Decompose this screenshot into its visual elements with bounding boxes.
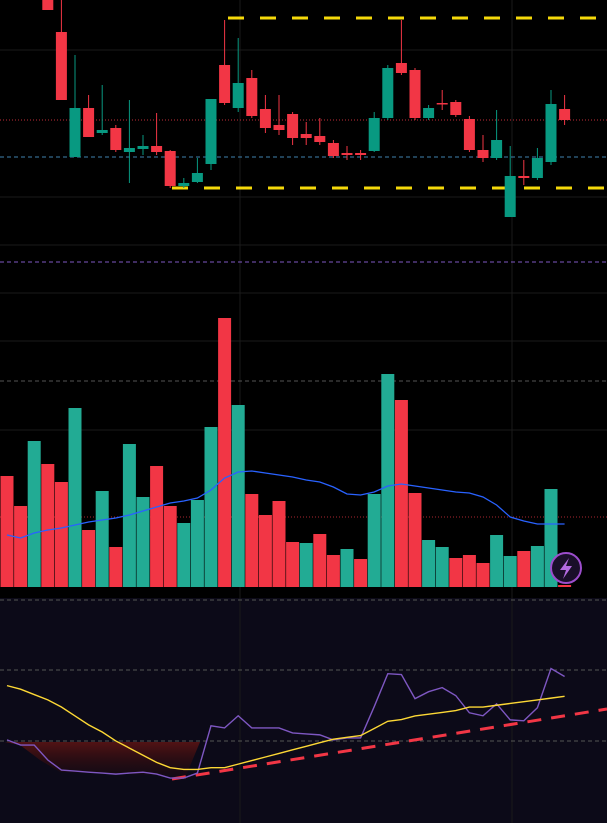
- candle-body: [382, 68, 394, 118]
- candle-body: [409, 70, 421, 118]
- volume-bar: [272, 501, 286, 587]
- levels: [0, 16, 607, 781]
- candle-body: [83, 108, 95, 137]
- volume-bar: [381, 374, 395, 587]
- candle-body: [545, 104, 557, 162]
- volume-bar: [394, 400, 408, 587]
- volume-bar: [82, 530, 96, 587]
- volume-bar: [313, 534, 327, 587]
- volume-bar: [41, 464, 55, 587]
- volume-bar: [68, 408, 82, 587]
- volume-bar: [54, 482, 68, 587]
- candle-body: [232, 83, 244, 108]
- candle-body: [491, 140, 503, 158]
- candle-body: [559, 109, 571, 120]
- volume-bar: [95, 491, 109, 587]
- volume-bar: [558, 585, 572, 587]
- volume-bar: [462, 555, 476, 587]
- alert-bolt: [560, 558, 572, 579]
- candle-body: [395, 63, 407, 73]
- candle-body: [151, 146, 163, 152]
- oversold-fill: [5, 742, 200, 778]
- candle-body: [368, 118, 380, 151]
- volume-bar: [408, 493, 422, 587]
- volume-bar: [286, 542, 300, 587]
- candle-body: [327, 143, 339, 156]
- candle-body: [259, 109, 271, 128]
- volume-bar: [326, 555, 340, 587]
- volume-bar: [109, 547, 123, 587]
- volume-bar: [435, 547, 449, 587]
- volume-bar: [177, 523, 191, 587]
- candle-body: [110, 128, 122, 150]
- alert-button[interactable]: [550, 552, 582, 584]
- candle-body: [137, 146, 149, 149]
- candle-body: [531, 158, 543, 178]
- candle-body: [205, 99, 217, 164]
- volume-bar: [204, 427, 218, 587]
- indicator-line: [6, 684, 565, 771]
- candle-body: [423, 108, 435, 118]
- volume-bar: [476, 563, 490, 587]
- volume-bar: [530, 546, 544, 587]
- volume-bar: [490, 535, 504, 587]
- volume-bar: [218, 318, 232, 587]
- volume-bar: [245, 494, 259, 587]
- volume-bar: [150, 466, 164, 587]
- candle-body: [287, 114, 299, 138]
- volume-bar: [517, 551, 531, 587]
- volume-bar: [422, 540, 436, 587]
- candle-body: [219, 65, 231, 103]
- volume-bar: [163, 506, 177, 587]
- candle-body: [504, 176, 516, 217]
- volume-bar: [190, 500, 204, 587]
- candle-body: [314, 136, 326, 142]
- candle-body: [450, 102, 462, 115]
- indicator-line: [6, 667, 565, 779]
- candle-body: [246, 78, 258, 116]
- volume-bar: [367, 494, 381, 587]
- volume-average: [6, 470, 565, 539]
- volume-bar: [258, 515, 272, 587]
- candle-body: [355, 153, 367, 155]
- candle-body: [463, 119, 475, 150]
- candle-body: [477, 150, 489, 158]
- candle-body: [300, 134, 312, 138]
- candle-body: [123, 148, 135, 152]
- candle-body: [164, 151, 176, 186]
- volume-bar: [340, 549, 354, 587]
- volume-bar: [231, 405, 245, 587]
- volume-bar: [14, 506, 28, 587]
- volume-bar: [299, 543, 313, 587]
- volume-bar: [449, 558, 463, 587]
- candle-body: [42, 0, 54, 10]
- candle-body: [518, 176, 530, 178]
- volume-bar: [27, 441, 41, 587]
- candle-body: [191, 173, 203, 182]
- candle-body: [341, 153, 353, 155]
- candle-body: [69, 108, 81, 157]
- volume-bar: [503, 556, 517, 587]
- candle-body: [178, 183, 190, 186]
- volume-bar: [136, 497, 150, 587]
- candle-body: [96, 130, 108, 133]
- trend-line: [171, 707, 607, 781]
- oscillator-pane: [0, 598, 607, 823]
- candle-body: [273, 125, 285, 130]
- candle-body: [55, 32, 67, 100]
- volume-bar: [354, 559, 368, 587]
- candle-body: [436, 103, 448, 105]
- volume-bar: [0, 476, 14, 587]
